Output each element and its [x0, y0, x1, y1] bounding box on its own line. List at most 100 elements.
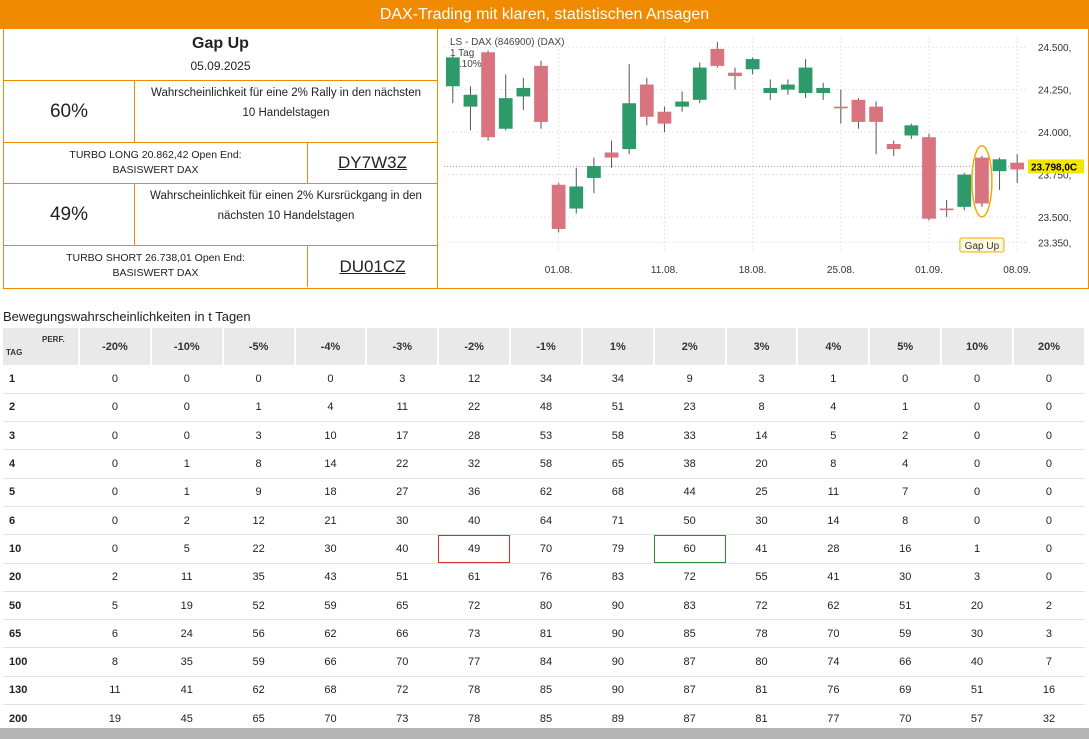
table-cell: 69 [869, 676, 942, 706]
table-cell: 64 [510, 506, 582, 536]
table-cell: 16 [869, 534, 942, 564]
table-row: 10 0 5 22 30 40 49 70 79 60 41 28 16 1 0 [3, 534, 1085, 564]
candle-body [1010, 162, 1025, 170]
table-cell: 8 [869, 506, 942, 536]
candle-body [622, 103, 637, 150]
y-tick-label: 24.000, [1038, 128, 1071, 139]
table-cell: 8 [79, 647, 151, 677]
table-row: 1 0 0 0 0 3 12 34 34 9 3 1 0 0 0 [3, 365, 1085, 394]
row-day-label: 50 [3, 591, 79, 621]
column-header: -10% [150, 328, 224, 365]
candle-body [781, 84, 795, 90]
table-cell: 22 [222, 534, 295, 564]
table-cell: 1 [797, 365, 870, 394]
candle-body [481, 52, 495, 138]
chart-canvas: LS - DAX (846900) (DAX) 1 Tag -0.10% 24.… [444, 37, 1084, 276]
candle-body [904, 125, 919, 136]
candle-body [851, 99, 866, 122]
y-tick-label: 24.250, [1038, 86, 1071, 97]
column-header: -20% [79, 328, 152, 365]
table-cell: 49 [438, 534, 511, 564]
table-cell: 20 [725, 449, 798, 479]
table-cell: 8 [222, 449, 295, 479]
table-cell: 0 [1012, 563, 1085, 592]
table-cell: 9 [222, 478, 295, 507]
table-cell: 1 [222, 393, 295, 423]
candle-body [551, 184, 566, 229]
candle-body [463, 94, 478, 107]
table-cell: 44 [653, 478, 726, 507]
row-day-label: 2 [3, 393, 79, 423]
table-cell: 70 [366, 647, 439, 677]
table-cell: 30 [366, 506, 439, 536]
table-cell: 56 [222, 619, 295, 649]
table-cell: 3 [222, 421, 295, 451]
table-cell: 78 [438, 676, 511, 706]
table-row: 5 0 1 9 18 27 36 62 68 44 25 11 7 0 0 [3, 478, 1085, 507]
table-cell: 0 [1012, 393, 1085, 423]
last-price-box [1028, 159, 1084, 174]
table-cell: 40 [366, 534, 439, 564]
column-header: -1% [510, 328, 583, 365]
table-cell: 0 [294, 365, 367, 394]
table-cell: 28 [438, 421, 511, 451]
gap-up-label: Gap Up [965, 241, 1000, 252]
candle-body [534, 65, 548, 122]
table-cell: 4 [294, 393, 367, 423]
table-cell: 76 [510, 563, 582, 592]
table-cell: 2 [150, 506, 223, 536]
table-cell: 14 [725, 421, 798, 451]
x-tick-label: 18.08. [739, 265, 767, 276]
table-header-row: PERF. TAG -20% -10% -5% -4% -3% -2% -1% 1% 2% 3% 4… [3, 328, 1087, 365]
table-row: 2 0 0 1 4 11 22 48 51 23 8 4 1 0 0 [3, 393, 1085, 423]
table-cell: 27 [366, 478, 439, 507]
table-cell: 11 [366, 393, 439, 423]
table-cell: 12 [222, 506, 295, 536]
table-cell: 9 [653, 365, 726, 394]
short-product-line2: BASISWERT DAX [112, 267, 199, 279]
column-header: 20% [1012, 328, 1087, 365]
long-product-code-link[interactable]: DY7W3Z [308, 143, 437, 184]
x-tick-label: 01.08. [545, 265, 573, 276]
short-probability: 49% [4, 184, 135, 246]
table-cell: 7 [869, 478, 942, 507]
table-cell: 1 [869, 393, 942, 423]
table-cell: 21 [294, 506, 367, 536]
table-cell: 22 [366, 449, 439, 479]
candle-body [798, 67, 813, 94]
table-cell: 11 [79, 676, 151, 706]
row-day-label: 100 [3, 647, 79, 677]
long-product-line2: BASISWERT DAX [112, 164, 199, 176]
candle-body [816, 87, 831, 94]
x-tick-label: 11.08. [651, 265, 678, 276]
candle-body [745, 59, 760, 70]
row-day-label: 20 [3, 563, 79, 592]
table-cell: 51 [581, 393, 654, 423]
row-day-label: 10 [3, 534, 79, 564]
table-cell: 72 [438, 591, 511, 621]
short-product: TURBO SHORT 26.738,01 Open End: BASISWER… [4, 246, 308, 287]
table-cell: 72 [725, 591, 798, 621]
table-cell: 0 [79, 449, 151, 479]
table-cell: 24 [150, 619, 223, 649]
table-cell: 30 [725, 506, 798, 536]
table-cell: 41 [797, 563, 870, 592]
short-product-code-link[interactable]: DU01CZ [339, 256, 406, 276]
table-cell: 78 [725, 619, 798, 649]
table-cell: 38 [653, 449, 726, 479]
table-cell: 22 [438, 393, 511, 423]
table-cell: 0 [150, 421, 223, 451]
table-cell: 4 [797, 393, 870, 423]
table-corner-header: PERF. TAG [3, 328, 80, 365]
table-cell: 11 [150, 563, 223, 592]
table-cell: 25 [725, 478, 798, 507]
candle-body [763, 87, 778, 94]
candle-body [833, 106, 848, 109]
table-cell: 59 [294, 591, 367, 621]
candle-body [604, 152, 619, 158]
row-day-label: 65 [3, 619, 79, 649]
candle-body [939, 208, 954, 211]
table-cell: 81 [725, 676, 798, 706]
short-description-line2: nächsten 10 Handelstagen [217, 210, 355, 222]
table-cell: 87 [653, 676, 726, 706]
